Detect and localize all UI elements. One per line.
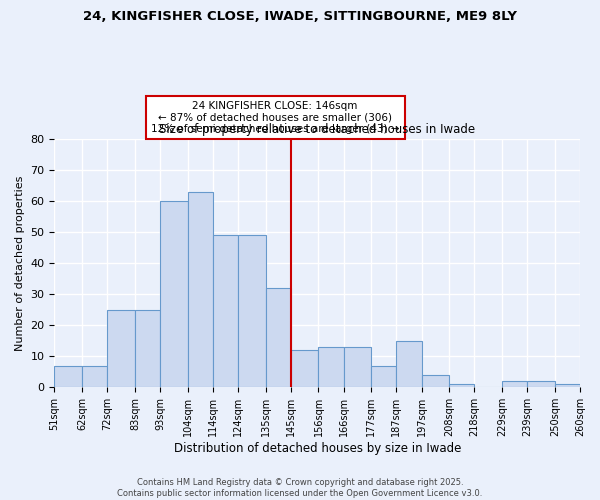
Bar xyxy=(371,366,397,388)
Bar xyxy=(449,384,475,388)
Bar xyxy=(107,310,135,388)
Bar xyxy=(160,201,188,388)
Bar xyxy=(238,235,266,388)
Bar xyxy=(82,366,107,388)
Bar xyxy=(555,384,580,388)
Bar xyxy=(319,347,344,388)
Bar xyxy=(527,381,555,388)
Bar xyxy=(135,310,160,388)
Title: Size of property relative to detached houses in Iwade: Size of property relative to detached ho… xyxy=(159,124,475,136)
Bar xyxy=(344,347,371,388)
Bar xyxy=(422,375,449,388)
Text: 24 KINGFISHER CLOSE: 146sqm
← 87% of detached houses are smaller (306)
12% of se: 24 KINGFISHER CLOSE: 146sqm ← 87% of det… xyxy=(151,100,400,134)
Bar xyxy=(502,381,527,388)
Y-axis label: Number of detached properties: Number of detached properties xyxy=(15,176,25,351)
Bar xyxy=(397,341,422,388)
Text: 24, KINGFISHER CLOSE, IWADE, SITTINGBOURNE, ME9 8LY: 24, KINGFISHER CLOSE, IWADE, SITTINGBOUR… xyxy=(83,10,517,23)
Bar xyxy=(188,192,213,388)
Bar xyxy=(266,288,291,388)
X-axis label: Distribution of detached houses by size in Iwade: Distribution of detached houses by size … xyxy=(173,442,461,455)
Bar xyxy=(213,235,238,388)
Bar xyxy=(291,350,319,388)
Bar xyxy=(55,366,82,388)
Text: Contains HM Land Registry data © Crown copyright and database right 2025.
Contai: Contains HM Land Registry data © Crown c… xyxy=(118,478,482,498)
